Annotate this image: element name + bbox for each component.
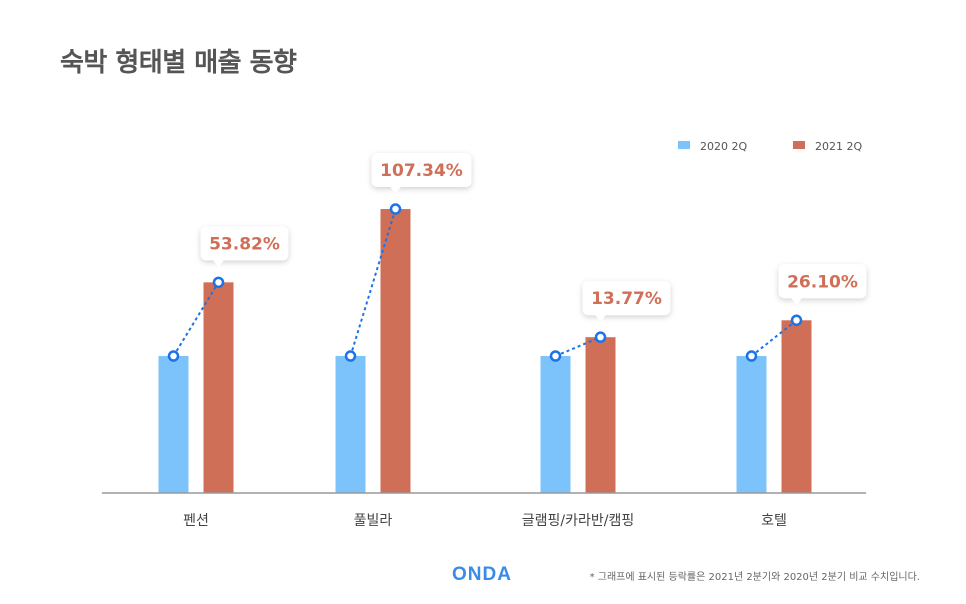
trend-point-2021 bbox=[212, 276, 225, 289]
trend-point-2021 bbox=[790, 314, 803, 327]
change-label-pointer bbox=[594, 314, 607, 323]
bar-2020-2q bbox=[158, 356, 189, 493]
trend-point-2021 bbox=[389, 203, 402, 215]
trend-line bbox=[172, 281, 220, 357]
change-label-box bbox=[582, 281, 671, 316]
trend-point-2021 bbox=[594, 331, 607, 343]
change-label: 26.10% bbox=[787, 272, 858, 292]
x-tick-label: 펜션 bbox=[183, 513, 209, 529]
footnote: * 그래프에 표시된 등락률은 2021년 2분기와 2020년 2분기 비교 … bbox=[589, 572, 920, 583]
trend-point-2020 bbox=[745, 350, 758, 362]
bar-2020-2q bbox=[736, 356, 767, 493]
bar-2021-2q bbox=[380, 209, 411, 493]
legend-swatch bbox=[678, 141, 690, 149]
trend-line bbox=[555, 336, 601, 357]
change-label-pointer bbox=[389, 186, 402, 195]
chart-title: 숙박 형태별 매출 동향 bbox=[60, 48, 297, 78]
x-tick-labels: 펜션 풀빌라 글램핑/카라반/캠핑 호텔 bbox=[183, 513, 787, 529]
change-label: 53.82% bbox=[209, 234, 280, 254]
bar-2020-2q bbox=[540, 356, 571, 493]
trend-lines bbox=[167, 203, 803, 362]
change-label-box bbox=[778, 264, 867, 299]
bar-2020-2q bbox=[335, 356, 366, 493]
bar-series bbox=[158, 209, 812, 493]
legend-swatch bbox=[793, 141, 805, 149]
onda-logo: ONDA bbox=[452, 564, 512, 585]
trend-point-2020 bbox=[167, 350, 180, 362]
change-label-pointer bbox=[212, 259, 225, 268]
trend-line bbox=[349, 208, 397, 357]
bar-2021-2q bbox=[781, 320, 812, 493]
x-tick-label: 풀빌라 bbox=[354, 513, 393, 529]
x-tick-label: 글램핑/카라반/캠핑 bbox=[522, 513, 634, 529]
change-label-box bbox=[371, 153, 472, 188]
change-labels: 53.82% 107.34% 13.77% 26.10% bbox=[200, 153, 867, 323]
change-label-box bbox=[200, 226, 289, 261]
bar-2021-2q bbox=[203, 282, 234, 493]
change-label: 107.34% bbox=[380, 161, 463, 181]
chart-legend: 2020 2Q 2021 2Q bbox=[678, 140, 862, 153]
change-label: 13.77% bbox=[591, 289, 662, 309]
legend-label: 2021 2Q bbox=[815, 140, 862, 153]
trend-point-2020 bbox=[344, 350, 357, 362]
bar-2021-2q bbox=[585, 337, 616, 493]
change-label-pointer bbox=[790, 297, 803, 306]
trend-point-2020 bbox=[549, 350, 562, 362]
legend-label: 2020 2Q bbox=[700, 140, 747, 153]
x-tick-label: 호텔 bbox=[761, 513, 787, 529]
